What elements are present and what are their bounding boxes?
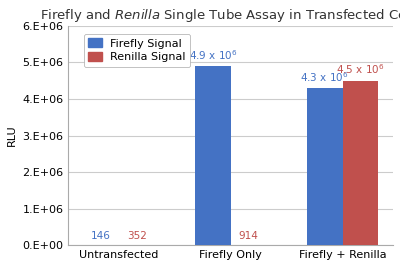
Bar: [195, 66, 231, 245]
Y-axis label: RLU: RLU: [7, 125, 17, 146]
Bar: [307, 88, 342, 245]
Text: 914: 914: [239, 231, 258, 241]
Text: 4.9 x 10$^{6}$: 4.9 x 10$^{6}$: [188, 48, 237, 62]
Title: Firefly and $\it{Renilla}$ Single Tube Assay in Transfected Cells: Firefly and $\it{Renilla}$ Single Tube A…: [40, 7, 400, 24]
Text: 352: 352: [127, 231, 147, 241]
Text: 4.5 x 10$^{6}$: 4.5 x 10$^{6}$: [336, 62, 385, 76]
Text: 146: 146: [91, 231, 111, 241]
Bar: [342, 81, 378, 245]
Legend: Firefly Signal, Renilla Signal: Firefly Signal, Renilla Signal: [84, 34, 190, 67]
Text: 4.3 x 10$^{6}$: 4.3 x 10$^{6}$: [300, 70, 349, 84]
